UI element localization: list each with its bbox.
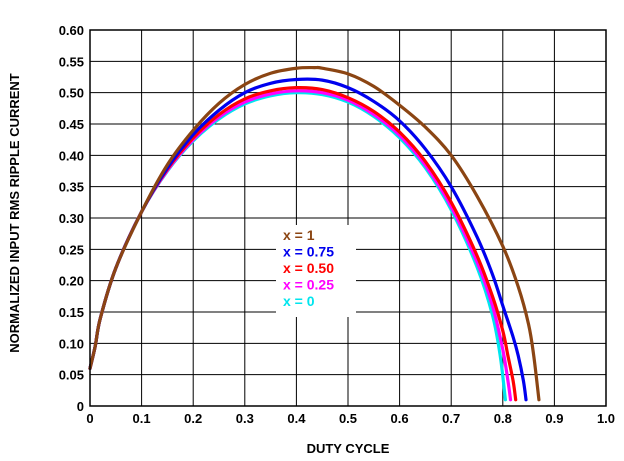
x-tick-label: 0.6 <box>391 411 409 426</box>
legend-entry: x = 0.75 <box>283 244 334 260</box>
legend-entry: x = 0 <box>283 293 315 309</box>
x-tick-label: 1.0 <box>597 411 615 426</box>
x-tick-label: 0.7 <box>442 411 460 426</box>
y-tick-label: 0.20 <box>59 274 84 289</box>
y-tick-label: 0.45 <box>59 117 84 132</box>
y-tick-label: 0.15 <box>59 305 84 320</box>
y-tick-label: 0.30 <box>59 211 84 226</box>
y-tick-label: 0.60 <box>59 23 84 38</box>
x-tick-label: 0 <box>86 411 93 426</box>
legend-entry: x = 1 <box>283 227 315 243</box>
legend-entry: x = 0.25 <box>283 277 334 293</box>
x-axis-title: DUTY CYCLE <box>307 441 390 456</box>
x-tick-label: 0.9 <box>545 411 563 426</box>
x-tick-label: 0.8 <box>494 411 512 426</box>
y-tick-label: 0.25 <box>59 242 84 257</box>
x-tick-label: 0.4 <box>287 411 306 426</box>
legend: x = 1x = 0.75x = 0.50x = 0.25x = 0 <box>283 227 334 309</box>
legend-entry: x = 0.50 <box>283 260 334 276</box>
y-tick-label: 0 <box>77 399 84 414</box>
series-layer <box>88 65 541 402</box>
y-tick-label: 0.10 <box>59 336 84 351</box>
y-tick-labels: 0 0.05 0.10 0.15 0.20 0.25 0.30 0.35 0.40 0.45 0.5… <box>59 23 84 414</box>
x-tick-labels: 0 0.1 0.2 0.3 0.4 0.5 0.6 0.7 0.8 0.9 1.0 <box>86 411 615 426</box>
x-tick-label: 0.1 <box>133 411 151 426</box>
x-tick-label: 0.5 <box>339 411 357 426</box>
y-tick-label: 0.35 <box>59 180 84 195</box>
y-tick-label: 0.55 <box>59 54 84 69</box>
y-tick-label: 0.05 <box>59 368 84 383</box>
y-tick-label: 0.50 <box>59 86 84 101</box>
y-axis-title: NORMALIZED INPUT RMS RIPPLE CURRENT <box>7 73 22 353</box>
y-tick-label: 0.40 <box>59 148 84 163</box>
plot-frame <box>89 29 607 407</box>
legend-background <box>276 225 356 317</box>
x-tick-label: 0.2 <box>184 411 202 426</box>
series-line-1 <box>88 65 541 402</box>
x-tick-label: 0.3 <box>236 411 254 426</box>
